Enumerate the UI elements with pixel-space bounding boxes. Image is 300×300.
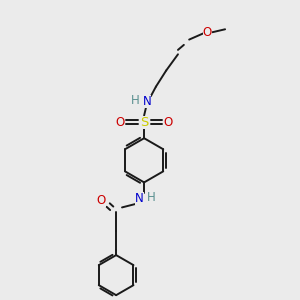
Text: S: S (140, 116, 148, 128)
Text: O: O (203, 26, 212, 39)
Text: O: O (97, 194, 106, 207)
Text: H: H (147, 191, 156, 204)
Text: O: O (115, 116, 124, 128)
Text: N: N (135, 192, 144, 205)
Text: H: H (131, 94, 140, 107)
Text: O: O (164, 116, 173, 128)
Text: N: N (143, 95, 152, 108)
